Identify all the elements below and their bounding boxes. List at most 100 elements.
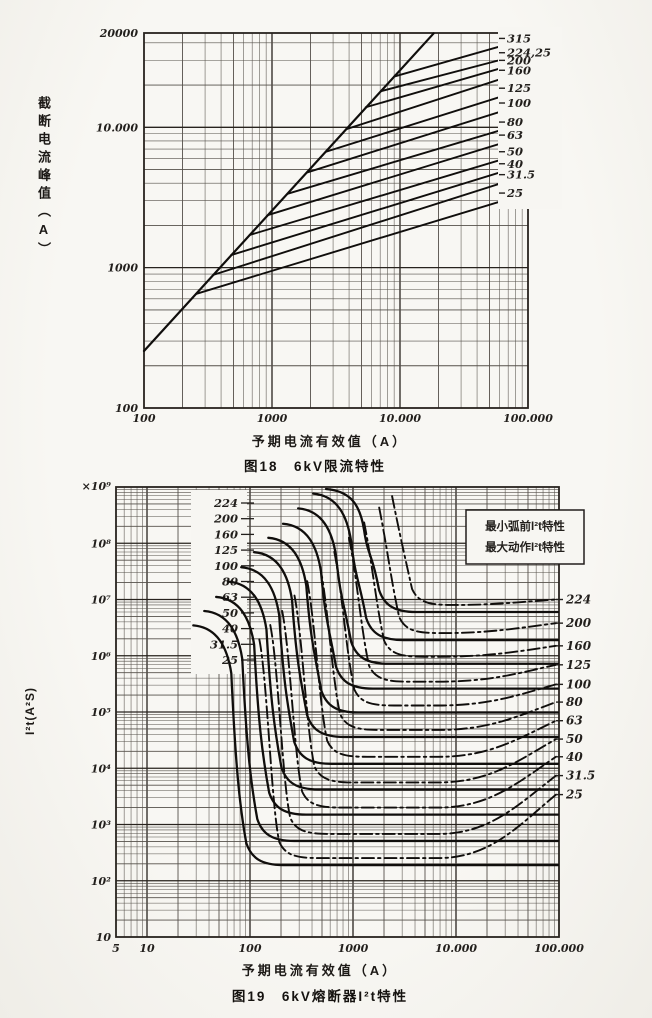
fig19-right-rating-label: 63 — [566, 714, 583, 728]
fig19-right-rating-label: 40 — [566, 750, 583, 764]
max-operate-curve-80 — [319, 565, 557, 731]
fig18-tick-labels: 100 1000 10.000 100.000 100 1000 10.000 20000 — [96, 27, 553, 425]
fig19-right-rating-label: 25 — [565, 788, 583, 802]
max-operate-curve-40 — [281, 610, 557, 809]
fig18-x-tick: 100.000 — [503, 412, 553, 425]
fig19-right-rating-labels: 224 200 160 125 100 80 63 50 40 31.5 25 — [556, 593, 595, 802]
fig19-y-tick: 10⁴ — [91, 762, 111, 775]
cutoff-curve-40 — [230, 162, 529, 256]
fig19-left-rating-label: 50 — [222, 606, 238, 620]
fig19-y-tick: 10³ — [91, 819, 111, 832]
fig18-rating-label: 224,25 — [506, 46, 551, 60]
fig18-x-tick: 10.000 — [379, 412, 421, 425]
fig18-rating-label: 40 — [507, 157, 523, 171]
min-prearc-curve-63 — [240, 566, 560, 765]
fig19-right-rating-label: 50 — [566, 732, 583, 746]
prospective-peak-line — [142, 32, 435, 353]
fig19-left-rating-label: 63 — [222, 590, 238, 604]
fig18-rating-label: 31.5 — [507, 168, 535, 182]
fig19-right-rating-label: 160 — [566, 639, 592, 653]
min-prearc-curve-100 — [267, 536, 560, 714]
fig19-y-axis-label: I²t(A²S) — [23, 687, 37, 735]
fig19-y-tick: 10² — [91, 875, 111, 888]
min-prearc-curve-200 — [312, 492, 560, 642]
fig19-y-tick: 10 — [96, 931, 112, 944]
fig19-left-rating-label: 224 — [213, 496, 238, 510]
fig19-y-tick: 10⁵ — [91, 706, 111, 719]
max-operate-curve-25 — [258, 638, 557, 860]
fig19-x-tick: 10.000 — [435, 942, 477, 955]
fig19-right-rating-label: 200 — [565, 616, 592, 630]
min-prearc-curve-50 — [227, 580, 560, 791]
fig18-y-tick: 1000 — [107, 262, 138, 275]
cutoff-curve-25 — [195, 192, 529, 295]
fig18-y-axis-label: 截断电流峰值（A） — [36, 96, 51, 260]
fig18-rating-label: 200 — [506, 53, 531, 67]
fig18-rating-label: 63 — [507, 128, 523, 142]
fig19-x-tick: 10 — [139, 942, 155, 955]
min-prearc-curve-25 — [192, 624, 560, 867]
fig19-right-rating-label: 80 — [566, 695, 583, 709]
fig18-rating-label: 160 — [507, 63, 531, 77]
fig18-x-tick: 100 — [133, 412, 156, 425]
cutoff-curve-160 — [345, 69, 529, 131]
fig19-y-tick: ×10⁹ — [82, 480, 112, 493]
fig18-rating-label: 50 — [507, 145, 523, 159]
fig19-x-tick: 100.000 — [534, 942, 584, 955]
fig19-right-rating-label: 100 — [566, 677, 592, 691]
fig19-x-tick: 5 — [112, 942, 120, 955]
fig18-curves — [142, 32, 529, 353]
max-operate-curve-31.5 — [269, 624, 557, 835]
fig18-rating-label: 80 — [507, 115, 523, 129]
fig19-y-tick: 10⁶ — [91, 650, 111, 663]
max-operate-curve-63 — [306, 580, 557, 758]
cutoff-curve-50 — [248, 150, 529, 236]
min-prearc-curve-80 — [252, 551, 560, 739]
fig18-x-axis-label: 予期电流有效值（A） — [251, 434, 409, 449]
fig18-rating-label: 315 — [507, 31, 531, 45]
fig19-caption: 图19 6kV熔断器I²t特性 — [231, 989, 409, 1004]
cutoff-curve-100 — [305, 102, 529, 174]
fig18-x-tick: 1000 — [257, 412, 288, 425]
fig18-caption: 图18 6kV限流特性 — [243, 459, 387, 474]
cutoff-curve-125 — [325, 87, 529, 153]
fig19-x-tick: 100 — [239, 942, 262, 955]
fig18-rating-label: 125 — [507, 81, 531, 95]
fig19-left-rating-label: 100 — [214, 559, 238, 573]
fig19-right-rating-label: 125 — [566, 658, 591, 672]
fig18-y-tick: 10.000 — [96, 121, 138, 134]
cutoff-curve-80 — [286, 121, 529, 195]
fig18-rating-label: 25 — [506, 186, 523, 200]
fig19-right-rating-label: 224 — [565, 593, 591, 607]
fig19-x-axis-label: 予期电流有效值（A） — [241, 963, 399, 978]
cutoff-curve-31.5 — [212, 173, 529, 276]
fig19-left-rating-label: 31.5 — [210, 637, 238, 651]
fig19-grid — [115, 486, 560, 938]
max-operate-curve-50 — [293, 594, 557, 784]
fig19-tick-labels: 5 10 100 1000 10.000 100.0001010²10³10⁴10⁵10⁶… — [82, 480, 585, 955]
fig19-x-tick: 1000 — [338, 942, 369, 955]
fig19-left-rating-label: 160 — [214, 527, 238, 541]
fig19-left-rating-label: 125 — [214, 543, 238, 557]
max-operate-curve-224 — [391, 495, 557, 606]
min-prearc-curve-31.5 — [203, 609, 560, 843]
fig18-rating-label: 100 — [507, 96, 531, 110]
max-operate-curve-160 — [363, 521, 557, 658]
legend-item-1: 最小弧前I²t特性 — [485, 519, 565, 533]
fig19-curves — [192, 487, 560, 867]
max-operate-curve-200 — [378, 506, 557, 635]
fig18-label-panel — [498, 27, 562, 209]
fig18-y-tick: 100 — [115, 402, 138, 415]
fig19-left-rating-label: 200 — [213, 512, 238, 526]
legend-item-2: 最大动作I²t特性 — [485, 540, 565, 554]
legend-box — [465, 509, 585, 565]
max-operate-curve-125 — [348, 536, 557, 683]
fig19-y-tick: 10⁷ — [91, 594, 111, 607]
fig18-y-tick: 20000 — [99, 27, 139, 40]
cutoff-curve-63 — [267, 134, 529, 217]
